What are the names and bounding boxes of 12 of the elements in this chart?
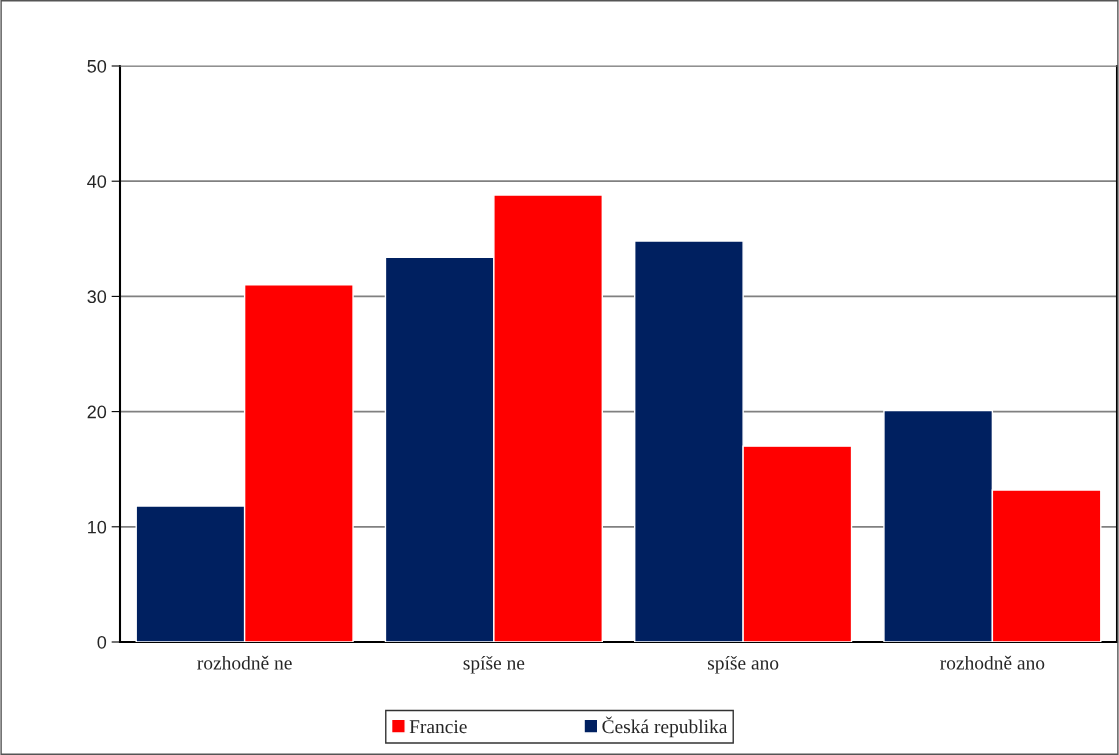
y-tick-label: 20 (87, 405, 107, 419)
legend-label: Francie (409, 720, 467, 734)
x-tick-label: rozhodně ano (940, 655, 1045, 670)
y-tick-label: 50 (87, 59, 107, 73)
y-tick-label: 40 (87, 175, 107, 188)
y-tick-label: 10 (88, 520, 107, 534)
x-tick-label: spíše ne (463, 655, 525, 674)
x-tick-label: rozhodně ne (197, 655, 292, 670)
y-tick-label: 0 (97, 635, 107, 649)
y-tick-label: 30 (87, 290, 107, 304)
x-tick-label: spíše ano (708, 655, 779, 674)
legend-label: Česká republika (602, 716, 728, 738)
